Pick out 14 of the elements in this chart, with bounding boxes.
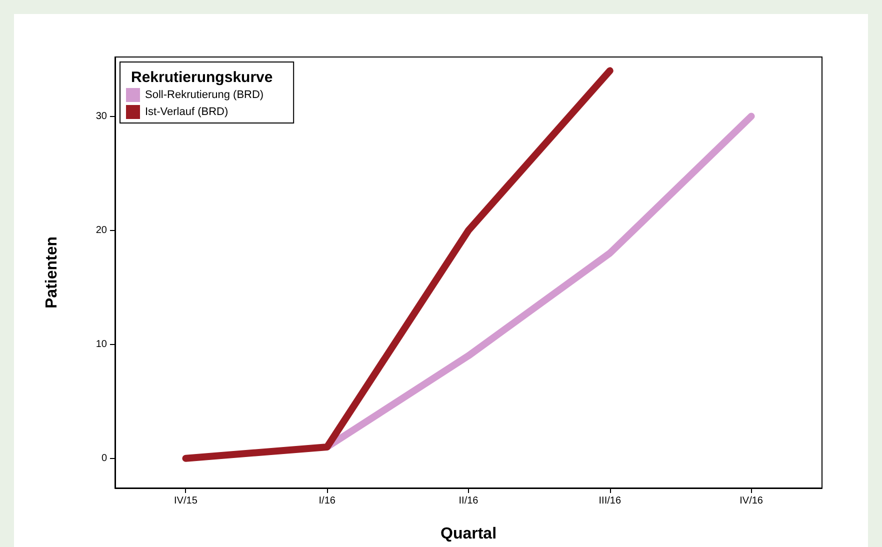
x-tick-label: I/16 bbox=[318, 496, 336, 506]
y-tick-label: 10 bbox=[96, 338, 108, 350]
legend-label: Soll-Rekrutierung (BRD) bbox=[145, 89, 264, 101]
x-tick-label: II/16 bbox=[458, 496, 479, 506]
y-tick-label: 20 bbox=[96, 224, 108, 236]
y-tick-label: 30 bbox=[96, 110, 108, 122]
x-tick-label: III/16 bbox=[598, 496, 622, 506]
y-axis-title: Patienten bbox=[44, 236, 60, 309]
x-axis-title: Quartal bbox=[440, 526, 497, 542]
x-tick-label: IV/15 bbox=[174, 496, 198, 506]
legend-label: Ist-Verlauf (BRD) bbox=[145, 106, 228, 118]
y-tick-label: 0 bbox=[101, 452, 108, 464]
x-tick-label: IV/16 bbox=[740, 496, 764, 506]
legend-title: Rekrutierungskurve bbox=[131, 69, 273, 86]
